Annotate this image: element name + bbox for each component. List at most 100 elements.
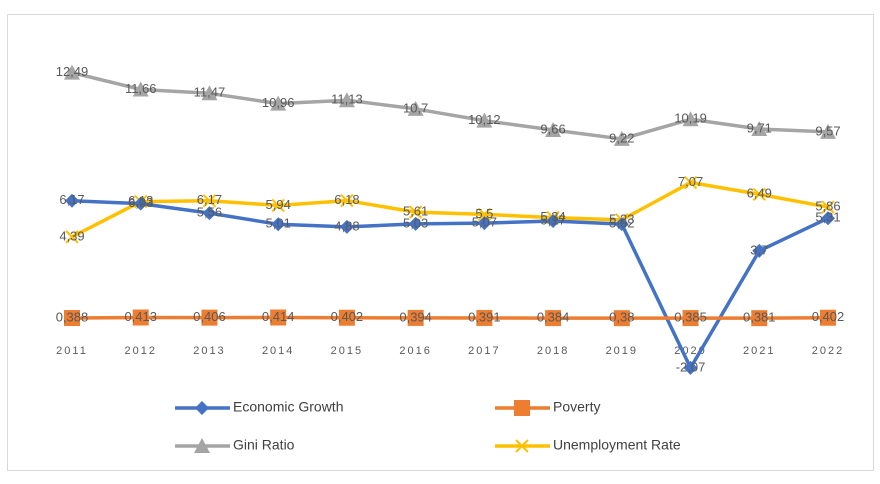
x-tick-label: 2014 (262, 345, 294, 357)
data-label: 6,49 (747, 186, 772, 201)
data-point (64, 64, 80, 80)
x-tick-label: 2018 (537, 345, 569, 357)
legend-marker (515, 439, 529, 453)
data-point (752, 243, 767, 258)
data-label: 0,402 (812, 309, 845, 324)
data-label: 10,19 (674, 111, 707, 126)
data-label: 9,71 (747, 120, 772, 135)
data-label: 0,413 (124, 309, 157, 324)
data-label: 0,381 (743, 310, 776, 325)
data-label: 3,7 (750, 242, 768, 257)
data-point (476, 112, 493, 128)
data-point (65, 230, 79, 244)
data-label: 0,38 (609, 310, 634, 325)
data-label: 4,88 (334, 218, 359, 233)
data-point (614, 217, 629, 232)
data-point (821, 200, 835, 214)
series-line (71, 70, 829, 141)
data-label: 5,03 (403, 215, 428, 230)
data-point (133, 196, 148, 211)
data-label: 5,61 (403, 204, 428, 219)
data-point (202, 206, 217, 221)
data-point (545, 122, 562, 138)
data-label: 9,22 (609, 130, 634, 145)
x-tick-label: 2012 (124, 345, 156, 357)
data-point (201, 309, 218, 326)
data-point (339, 219, 354, 234)
data-label: 5,56 (197, 205, 222, 220)
data-point (683, 175, 698, 190)
data-point (64, 310, 80, 327)
data-point (270, 95, 287, 111)
x-tick-label: 2011 (56, 345, 88, 357)
data-point (132, 81, 149, 97)
x-tick-label: 2019 (606, 345, 638, 357)
data-label: 0,406 (193, 309, 226, 324)
data-label: 0,391 (468, 309, 501, 324)
data-point (477, 216, 492, 231)
legend-label: Economic Growth (233, 399, 343, 415)
data-label: 5,86 (815, 198, 840, 213)
data-point (752, 187, 766, 201)
data-point (613, 130, 630, 146)
data-point (271, 217, 286, 232)
data-point (407, 100, 424, 116)
data-label: 11,13 (331, 92, 363, 107)
legend-marker (195, 401, 209, 415)
series-line (71, 180, 829, 239)
data-point (340, 193, 354, 208)
data-point (408, 205, 423, 219)
data-point (751, 310, 768, 327)
data-label: 5,94 (266, 197, 291, 212)
data-label: 5,07 (472, 215, 497, 230)
data-point (408, 216, 423, 231)
data-label: 5,31 (815, 210, 840, 225)
data-point (476, 309, 493, 326)
data-label: 6,17 (197, 192, 222, 207)
data-point (338, 92, 355, 108)
data-point (407, 309, 424, 326)
data-point (682, 310, 699, 327)
legend-marker (194, 438, 210, 453)
data-label: 5,23 (609, 211, 634, 226)
data-point (751, 120, 768, 136)
data-label: 6,18 (334, 192, 359, 207)
data-point (65, 193, 79, 208)
data-point (546, 214, 561, 229)
x-tick-label: 2021 (743, 345, 775, 357)
data-label: 0,402 (331, 309, 364, 324)
x-tick-label: 2015 (331, 345, 363, 357)
data-point (682, 111, 699, 127)
x-tick-label: 2016 (399, 345, 431, 357)
data-point (477, 207, 492, 222)
data-label: 0,384 (537, 310, 570, 325)
data-point (613, 310, 630, 327)
x-tick-label: 2017 (468, 345, 500, 357)
data-label: 10,12 (468, 112, 501, 127)
data-point (820, 309, 836, 326)
legend-marker (514, 400, 530, 416)
data-point (270, 309, 287, 326)
data-point (338, 309, 355, 326)
data-label: 5,01 (266, 216, 291, 231)
data-point (820, 123, 836, 139)
data-point (132, 309, 149, 326)
data-label: 0,394 (399, 309, 432, 324)
data-label: 0,388 (56, 309, 89, 324)
data-label: 10,7 (403, 100, 428, 115)
x-tick-label: 2013 (193, 345, 225, 357)
data-label: 5,5 (475, 206, 493, 221)
data-label: 6,03 (128, 195, 153, 210)
data-label: 5,02 (609, 216, 634, 231)
data-label: -2,07 (676, 359, 706, 374)
data-label: 0,414 (262, 309, 295, 324)
data-label: 7,07 (678, 174, 703, 189)
data-label: 11,66 (125, 81, 157, 96)
data-point (683, 360, 698, 375)
data-label: 6,17 (59, 192, 84, 207)
data-label: 5,34 (540, 209, 565, 224)
legend-label: Gini Ratio (233, 437, 295, 453)
data-label: 10,96 (262, 95, 295, 110)
